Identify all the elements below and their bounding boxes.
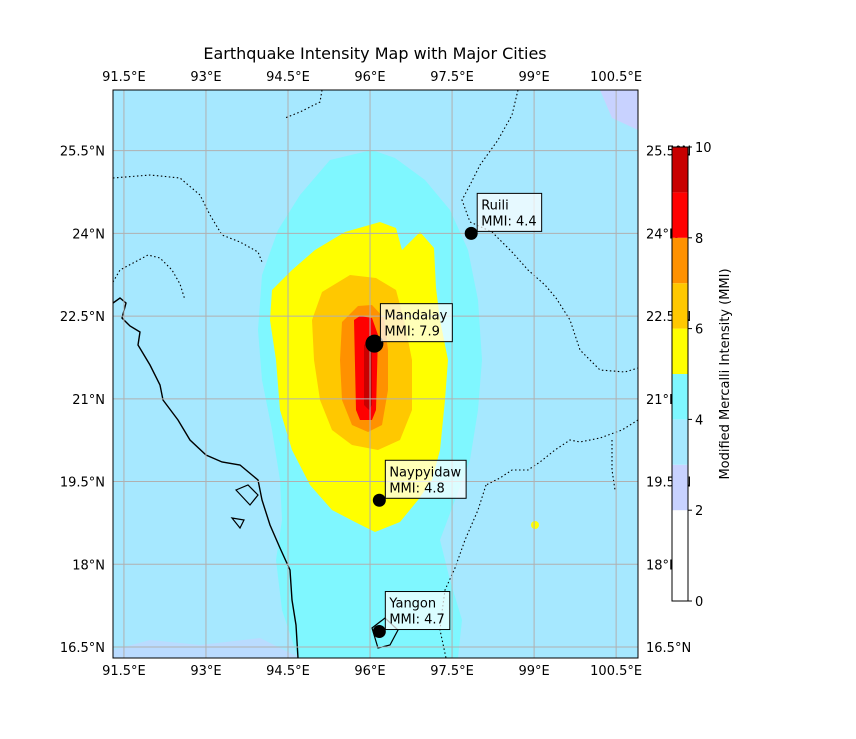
- lat-tick-label-right: 21°N: [646, 393, 679, 408]
- lon-tick-label-bottom: 96°E: [354, 664, 385, 679]
- colorbar-tick-label: 6: [695, 323, 703, 338]
- colorbar-band: [672, 510, 688, 601]
- map-title: Earthquake Intensity Map with Major Citi…: [203, 44, 546, 63]
- lat-tick-label-left: 22.5°N: [60, 310, 105, 325]
- city-name: Mandalay: [384, 309, 447, 324]
- colorbar-band: [672, 237, 688, 284]
- lat-tick-label-left: 21°N: [72, 393, 105, 408]
- colorbar-band: [672, 192, 688, 238]
- coast-delta: [371, 617, 399, 649]
- intensity-zone-mmi-9: [364, 342, 372, 410]
- city-marker[interactable]: [464, 226, 478, 240]
- border-line: [113, 254, 186, 301]
- city-mmi: MMI: 4.8: [389, 481, 444, 496]
- lat-tick-label-right: 16.5°N: [646, 641, 691, 656]
- coast-island: [230, 517, 245, 530]
- map-frame: [112, 89, 639, 659]
- colorbar-tick-label: 10: [695, 141, 712, 156]
- intensity-patch-small: [531, 521, 539, 529]
- coastline: [113, 297, 299, 658]
- city-label-box: [476, 192, 543, 232]
- colorbar-band: [672, 328, 688, 374]
- lon-tick-label-bottom: 91.5°E: [102, 664, 146, 679]
- city-mmi: MMI: 7.9: [384, 325, 439, 340]
- city-name: Yangon: [388, 597, 436, 612]
- colorbar-band: [672, 374, 688, 420]
- lat-tick-label-left: 16.5°N: [60, 641, 105, 656]
- colorbar-frame: [671, 146, 689, 602]
- lon-tick-label-bottom: 94.5°E: [266, 664, 310, 679]
- lat-tick-label-left: 18°N: [72, 558, 105, 573]
- lon-tick-label-top: 91.5°E: [102, 70, 146, 85]
- border-line: [461, 90, 638, 373]
- lon-tick-label-bottom: 99°E: [518, 664, 549, 679]
- lat-tick-label-right: 18°N: [646, 558, 679, 573]
- colorbar-tick-label: 8: [695, 232, 703, 247]
- lat-tick-label-right: 24°N: [646, 227, 679, 242]
- intensity-zone-light-patch: [600, 90, 638, 130]
- colorbar-band: [672, 464, 688, 511]
- border-line: [439, 484, 487, 658]
- city-label-box: [384, 591, 451, 631]
- border-line: [113, 174, 263, 263]
- city-marker[interactable]: [365, 334, 384, 353]
- colorbar: 0 2 4 6 8 10: [672, 141, 712, 610]
- lat-tick-label-left: 25.5°N: [60, 145, 105, 160]
- city-marker[interactable]: [372, 493, 386, 507]
- lon-tick-label-top: 100.5°E: [590, 70, 642, 85]
- lon-tick-label-bottom: 93°E: [190, 664, 221, 679]
- gridlines: [113, 90, 638, 658]
- lon-tick-label-top: 94.5°E: [266, 70, 310, 85]
- colorbar-tick-label: 0: [695, 595, 703, 610]
- colorbar-band: [672, 419, 688, 465]
- city-marker[interactable]: [372, 625, 386, 639]
- city-label-box: [379, 303, 453, 343]
- lat-tick-label-left: 19.5°N: [60, 476, 105, 491]
- city-label-box: [384, 459, 467, 499]
- lon-tick-label-top: 93°E: [190, 70, 221, 85]
- coast-island: [234, 484, 259, 506]
- colorbar-tick-label: 4: [695, 413, 703, 428]
- colorbar-band: [672, 147, 688, 193]
- lon-tick-label-top: 97.5°E: [430, 70, 474, 85]
- border-line: [485, 419, 638, 486]
- city-name: Ruili: [481, 198, 509, 213]
- intensity-zone-low-coast: [113, 638, 300, 658]
- colorbar-tick-label: 2: [695, 504, 703, 519]
- lat-tick-label-left: 24°N: [72, 227, 105, 242]
- lon-tick-label-top: 96°E: [354, 70, 385, 85]
- colorbar-band: [672, 283, 688, 329]
- lon-tick-label-bottom: 97.5°E: [430, 664, 474, 679]
- city-mmi: MMI: 4.4: [481, 214, 536, 229]
- city-mmi: MMI: 4.7: [389, 613, 444, 628]
- lon-tick-label-top: 99°E: [518, 70, 549, 85]
- lon-tick-label-bottom: 100.5°E: [590, 664, 642, 679]
- city-name: Naypyidaw: [389, 465, 461, 480]
- colorbar-label: Modified Mercalli Intensity (MMI): [718, 268, 733, 479]
